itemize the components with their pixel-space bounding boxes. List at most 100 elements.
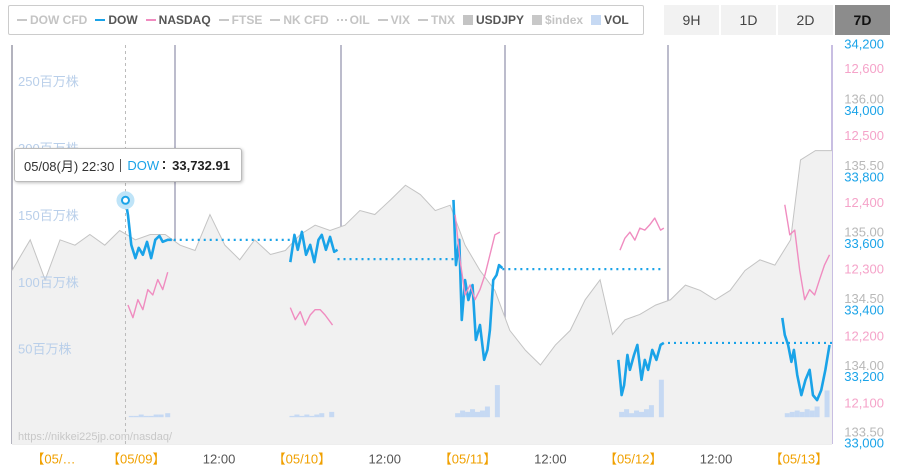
volume-bar [309,415,315,418]
legend-icon [17,19,27,21]
volume-bar [319,413,325,418]
legend-icon [418,19,429,21]
y-tick-label: 134.50 [844,291,884,306]
volume-bar [494,385,500,418]
y-tick-label: 34,000 [844,103,884,118]
volume-bar [128,415,134,418]
legend-item[interactable]: NK CFD [270,13,329,27]
volume-bar [299,415,305,418]
range-button[interactable]: 7D [835,5,890,35]
volume-bar [329,411,335,418]
legend-item[interactable]: $index [532,13,583,27]
legend-icon [218,19,229,21]
legend-icon [336,19,347,21]
area [12,150,832,445]
volume-bar [814,406,820,418]
legend-label: NK CFD [283,13,329,27]
tooltip-value: 33,732.91 [172,157,230,173]
legend-icon [377,19,388,21]
y-tick-label: 135.00 [844,225,884,240]
volume-bar [629,413,635,418]
volume-bar [799,411,805,418]
volume-bar [153,414,159,418]
legend-label: TNX [431,13,456,27]
y-tick-label: 12,400 [844,195,884,210]
tooltip-date: 05/08(月) 22:30 [24,158,115,174]
y-tick-label: 133.50 [844,424,884,439]
volume-bar [648,405,654,418]
volume-bar [470,409,476,418]
tooltip: 05/08(月) 22:30 DOW 33,732.91 [14,148,242,182]
volume-bar [455,413,461,418]
volume-bar [634,410,640,418]
volume-bar [143,415,149,418]
volume-bar [784,413,790,418]
legend-label: DOW CFD [30,13,88,27]
y-tick-label: 150百万株 [18,208,79,223]
legend-label: USDJPY [476,13,525,27]
range-button[interactable]: 2D [778,5,833,35]
legend: DOW CFD DOW NASDAQ FTSE NK CFD OIL VIX TNX USDJP… [8,5,644,35]
legend-item[interactable]: DOW [95,13,138,27]
legend-item[interactable]: VIX [377,13,410,27]
y-tick-label: 134.00 [844,358,884,373]
legend-icon [463,15,474,25]
y-tick-label: 250百万株 [18,74,79,89]
volume-bar [460,410,466,418]
x-tick-label: 【05/11】 [439,451,497,466]
volume-bar [465,411,471,418]
volume-bar [624,409,630,418]
x-tick-label: 【05/13】 [770,451,829,466]
legend-item[interactable]: DOW CFD [17,13,87,27]
volume-bar [824,390,830,418]
y-tick-label: 50百万株 [18,342,71,357]
volume-bar [643,409,649,418]
y-tick-label: 12,600 [844,61,884,76]
x-tick-label: 【05/… [31,451,75,466]
legend-label: VOL [604,13,629,27]
range-button[interactable]: 1D [721,5,776,35]
line [124,199,831,402]
y-tick-label: 33,600 [844,236,884,251]
x-tick-label: 【05/09】 [107,451,166,466]
volume-bar [619,411,625,418]
y-tick-label: 33,800 [844,169,884,184]
volume-bar [133,415,139,418]
range-buttons: 9H 1D 2D 7D [664,5,890,35]
legend-icon [591,15,602,25]
x-tick-label: 【05/10】 [273,451,332,466]
volume-bar [794,410,800,418]
legend-icon [95,19,106,21]
volume-bar [658,379,664,418]
range-button[interactable]: 9H [664,5,719,35]
volume-bar [304,414,310,418]
volume-bar [809,410,815,418]
y-tick-label: 135.50 [844,158,884,173]
legend-item[interactable]: VOL [591,13,629,27]
y-tick-label: 100百万株 [18,275,79,290]
y-tick-label: 12,300 [844,262,884,277]
legend-item[interactable]: TNX [418,13,455,27]
tooltip-colon [163,161,166,169]
tooltip-series: DOW [127,157,160,173]
volume-bar [289,415,295,418]
volume-bar [314,414,320,418]
legend-item[interactable]: USDJPY [463,13,524,27]
volume-bar [138,414,144,418]
legend-item[interactable]: FTSE [218,13,262,27]
y-tick-label: 12,100 [844,395,884,410]
legend-item[interactable]: NASDAQ [145,13,211,27]
x-tick-label: 12:00 [203,451,236,466]
y-tick-label: 136.00 [844,91,884,106]
y-tick-label: 33,400 [844,302,884,317]
tooltip-separator [120,158,122,172]
volume-bar [474,411,480,418]
legend-item[interactable]: OIL [336,13,370,27]
volume-bar [158,414,164,418]
volume-bar [789,411,795,418]
legend-icon [532,15,543,25]
volume-bar [479,410,485,418]
y-tick-label: 12,200 [844,329,884,344]
